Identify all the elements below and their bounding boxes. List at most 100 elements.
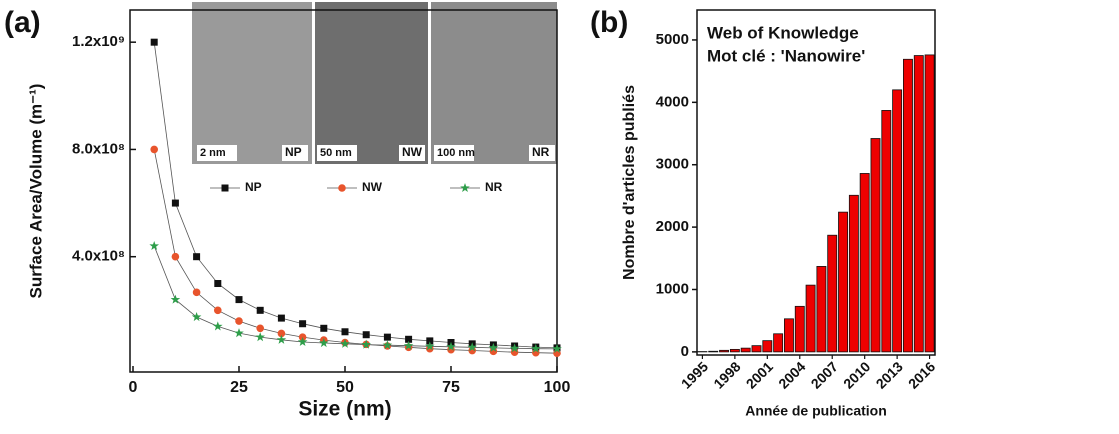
series-line: [153, 245, 558, 350]
marker: [191, 312, 202, 322]
bar: [903, 58, 913, 353]
bar: [729, 348, 740, 353]
bar: [751, 345, 762, 353]
marker: [277, 314, 285, 322]
bar: [870, 138, 881, 353]
x-tick-label: 75: [442, 379, 460, 396]
x-tick-label: 2016: [905, 358, 938, 391]
marker: [405, 335, 413, 343]
legend-label: NR: [485, 180, 503, 194]
bar: [848, 194, 859, 353]
plot-frame: [696, 9, 936, 356]
x-tick-label: 1998: [710, 358, 743, 391]
marker: [299, 320, 307, 328]
x-tick-label: 1995: [678, 358, 711, 391]
marker: [171, 252, 180, 261]
y-tick-label: 2000: [656, 218, 689, 235]
bar: [881, 110, 892, 353]
inset-label-bg: [399, 145, 425, 161]
marker: [171, 199, 179, 207]
marker: [460, 183, 470, 192]
bar: [913, 55, 924, 353]
bar: [805, 284, 816, 353]
marker: [426, 337, 434, 345]
annotation: Mot clé : 'Nanowire': [707, 46, 865, 65]
inset-label-bg: [317, 145, 357, 161]
bar: [892, 89, 903, 353]
marker: [235, 296, 243, 304]
x-axis-label: Size (nm): [298, 398, 391, 421]
plot-frame: [129, 9, 558, 373]
y-tick-label: 0: [681, 343, 689, 360]
marker: [338, 184, 346, 192]
inset-label: 2 nm: [200, 147, 226, 159]
inset-label-bg: [282, 145, 308, 161]
marker: [531, 343, 541, 353]
y-tick-label: 1.2x10⁹: [72, 33, 125, 50]
marker: [277, 329, 286, 338]
marker: [221, 184, 229, 192]
bar: [784, 318, 794, 353]
marker: [403, 340, 414, 350]
y-tick-label: 4000: [656, 93, 689, 110]
legend-label: NW: [362, 180, 383, 194]
marker: [256, 324, 265, 333]
marker: [255, 332, 265, 342]
inset-np-image: [192, 2, 312, 164]
y-axis-label: Nombre d'articles publiés: [621, 85, 638, 280]
panel-label: (b): [590, 6, 628, 39]
x-tick-label: 50: [336, 379, 354, 396]
marker: [214, 280, 222, 288]
marker: [383, 333, 391, 341]
inset-nw-image: [315, 2, 428, 164]
y-tick-label: 8.0x10⁸: [72, 140, 125, 157]
inset-label: 100 nm: [437, 147, 475, 159]
marker: [256, 306, 264, 314]
marker: [193, 253, 201, 261]
marker: [509, 343, 520, 353]
bar: [827, 234, 838, 353]
marker: [361, 339, 371, 349]
marker: [150, 38, 158, 46]
inset-nr-image: [431, 2, 557, 164]
marker: [362, 331, 370, 339]
marker: [192, 288, 201, 297]
bar: [838, 211, 848, 353]
x-tick-label: 25: [230, 379, 248, 396]
inset-label: 50 nm: [320, 147, 352, 159]
bar: [740, 347, 751, 353]
marker: [425, 341, 435, 351]
marker: [170, 294, 181, 304]
y-tick-label: 3000: [656, 156, 689, 173]
x-tick-label: 2007: [808, 358, 841, 391]
x-tick-label: 2010: [840, 358, 873, 391]
marker: [213, 321, 223, 331]
annotation: Web of Knowledge: [707, 23, 859, 42]
x-tick-label: 2004: [775, 358, 808, 391]
marker: [340, 338, 350, 348]
panel-label: (a): [4, 6, 41, 39]
inset-label-bg: [434, 145, 474, 161]
x-tick-label: 2001: [743, 358, 776, 391]
marker: [319, 338, 329, 348]
legend-label: NP: [245, 180, 262, 194]
x-tick-label: 100: [544, 379, 571, 396]
marker: [149, 241, 159, 250]
inset-label: NW: [402, 145, 423, 159]
x-tick-label: 0: [129, 379, 138, 396]
marker: [341, 328, 349, 336]
marker: [214, 306, 222, 315]
bar: [794, 305, 805, 353]
x-tick-label: 2013: [873, 358, 906, 391]
y-tick-label: 5000: [656, 31, 689, 48]
y-axis-label: Surface Area/Volume (m⁻¹): [26, 84, 45, 299]
bar: [924, 54, 935, 353]
marker: [552, 343, 562, 353]
marker: [150, 145, 158, 154]
series-line: [153, 42, 558, 349]
marker: [488, 342, 499, 352]
x-axis-label: Année de publication: [745, 403, 887, 419]
bar: [719, 349, 729, 353]
y-tick-label: 1000: [656, 280, 689, 297]
